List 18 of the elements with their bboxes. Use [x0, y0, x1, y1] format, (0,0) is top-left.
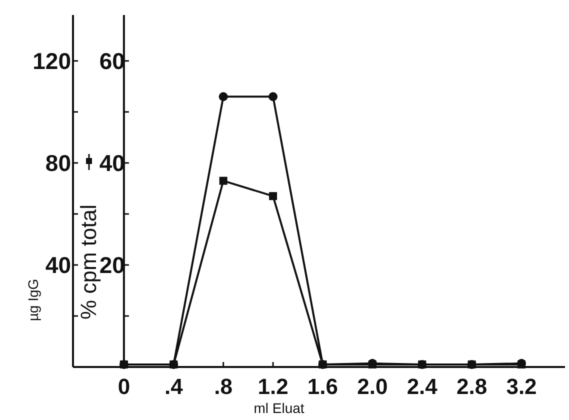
y2-tick-label: 20: [99, 252, 125, 278]
x-tick-label: 1.2: [258, 374, 288, 399]
y-axis-title: µg IgG: [25, 278, 41, 322]
x-tick-label: .4: [164, 374, 184, 399]
y-tick-label: 40: [45, 252, 71, 278]
y2-axis-title: % cpm total: [76, 204, 101, 320]
y-tick-label: 80: [45, 150, 71, 176]
y-tick-label: 120: [32, 48, 71, 74]
x-tick-label: 2.0: [357, 374, 388, 399]
y2-tick-label: 60: [99, 48, 125, 74]
x-tick-label: 2.4: [406, 374, 438, 399]
x-tick-label: 0: [118, 374, 130, 399]
x-tick-label: 1.6: [307, 374, 338, 399]
y2-tick-label: 40: [99, 150, 125, 176]
x-tick-label: 3.2: [506, 374, 537, 399]
x-tick-label: .8: [214, 374, 233, 399]
x-axis-title: ml Eluat: [254, 400, 304, 416]
x-tick-label: 2.8: [456, 374, 488, 399]
